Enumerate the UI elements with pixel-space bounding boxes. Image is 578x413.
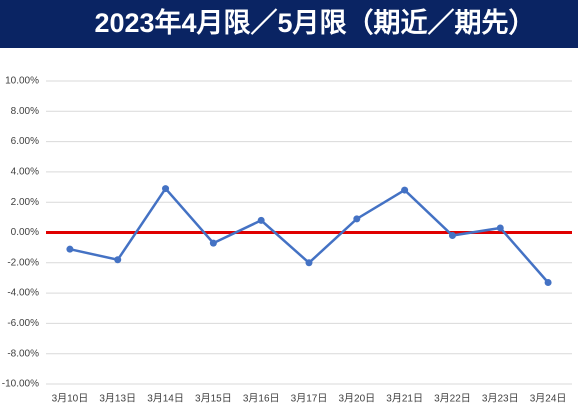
chart-title: 2023年4月限／5月限（期近／期先） (94, 7, 535, 38)
data-point (448, 232, 456, 240)
y-tick-label: 4.00% (11, 167, 39, 178)
x-tick-label: 3月21日 (386, 393, 423, 405)
y-tick-label: -6.00% (7, 318, 39, 329)
x-tick-label: 3月13日 (99, 393, 136, 405)
data-point (66, 245, 74, 253)
data-point (209, 239, 217, 247)
data-point (496, 224, 504, 232)
y-tick-label: 0.00% (11, 227, 39, 238)
y-tick-label: 2.00% (11, 197, 39, 208)
x-tick-label: 3月22日 (434, 393, 471, 405)
data-point (401, 186, 409, 194)
x-tick-label: 3月14日 (147, 393, 184, 405)
x-tick-label: 3月15日 (195, 393, 232, 405)
y-tick-label: -10.00% (2, 379, 39, 390)
y-tick-label: 8.00% (11, 106, 39, 117)
title-banner (0, 0, 578, 48)
data-point (353, 215, 361, 223)
x-tick-label: 3月23日 (482, 393, 519, 405)
y-tick-label: -2.00% (7, 257, 39, 268)
x-tick-label: 3月17日 (291, 393, 328, 405)
x-tick-label: 3月24日 (530, 393, 567, 405)
x-tick-label: 3月16日 (243, 393, 280, 405)
x-tick-label: 3月20日 (338, 393, 375, 405)
data-point (114, 256, 122, 264)
y-tick-label: -8.00% (7, 348, 39, 359)
data-point (544, 278, 552, 286)
y-tick-label: -4.00% (7, 288, 39, 299)
x-tick-label: 3月10日 (52, 393, 89, 405)
data-point (257, 216, 265, 224)
y-tick-label: 10.00% (5, 76, 39, 87)
data-point (162, 185, 170, 193)
y-tick-label: 6.00% (11, 136, 39, 147)
data-point (305, 259, 313, 267)
